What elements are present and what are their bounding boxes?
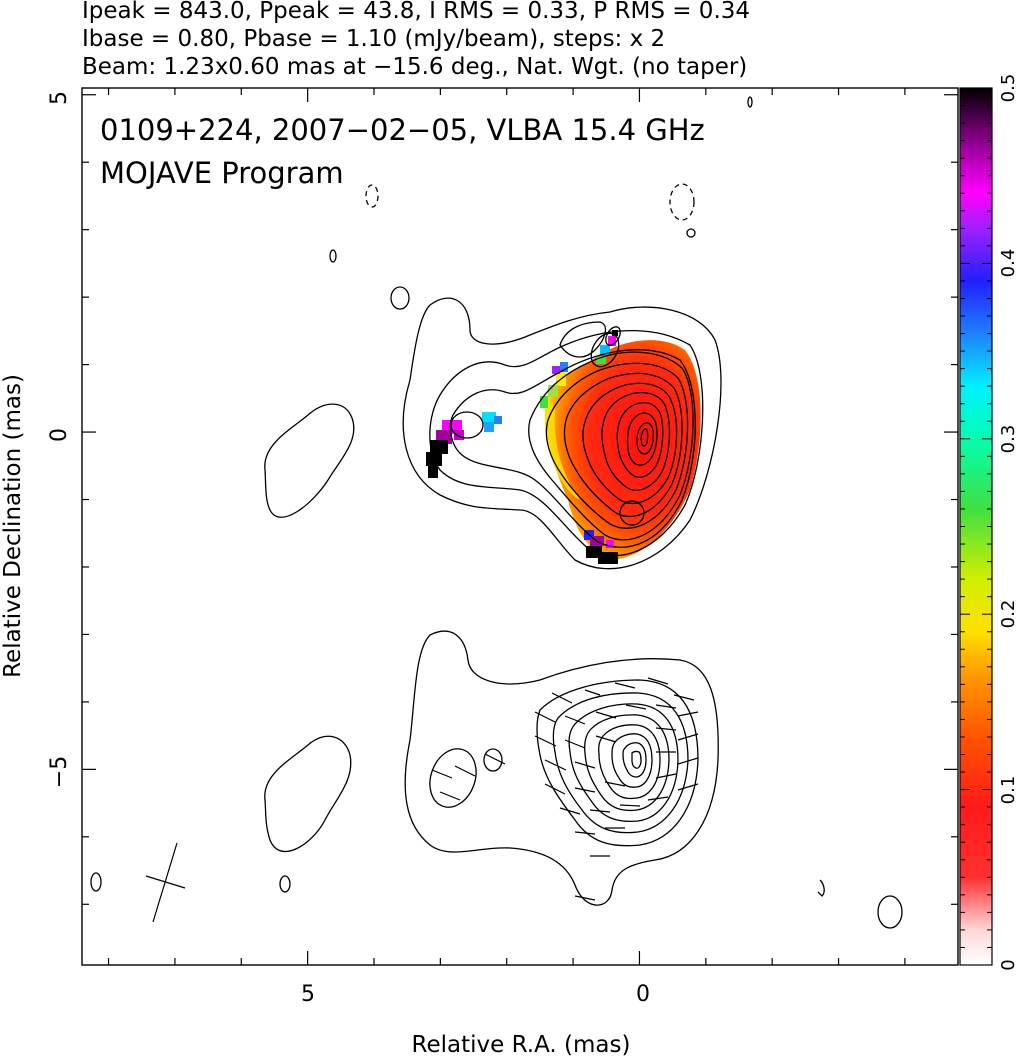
x-tick-label-5: 5 bbox=[301, 982, 315, 1007]
colorbar-label-0.1: 0.1 bbox=[998, 776, 1019, 805]
colorbar-label-0: 0 bbox=[998, 959, 1019, 970]
colorbar-label-0.5: 0.5 bbox=[998, 74, 1019, 103]
colorbar-label-0.4: 0.4 bbox=[998, 249, 1019, 278]
header-line-2: Ibase = 0.80, Pbase = 1.10 (mJy/beam), s… bbox=[82, 26, 665, 52]
x-axis-title: Relative R.A. (mas) bbox=[412, 1032, 631, 1058]
axis-ticks bbox=[82, 88, 958, 965]
beam-marker bbox=[145, 842, 186, 923]
y-axis-title: Relative Declination (mas) bbox=[0, 374, 26, 678]
colour-map bbox=[426, 330, 701, 564]
y-tick-label-0: 0 bbox=[47, 428, 72, 442]
colorbar-label-0.3: 0.3 bbox=[998, 425, 1019, 454]
evpa-vectors bbox=[431, 677, 699, 901]
overlay-program: MOJAVE Program bbox=[100, 156, 344, 190]
colorbar bbox=[960, 88, 992, 965]
upper-contours bbox=[264, 96, 753, 570]
lower-contours bbox=[90, 630, 903, 929]
plot-frame bbox=[81, 87, 959, 966]
colorbar-label-0.2: 0.2 bbox=[998, 600, 1019, 629]
overlay-title: 0109+224, 2007−02−05, VLBA 15.4 GHz bbox=[100, 113, 705, 147]
plot-area bbox=[90, 96, 903, 929]
header-line-1: Ipeak = 843.0, Ppeak = 43.8, I RMS = 0.3… bbox=[82, 0, 750, 24]
colorbar-ticks bbox=[960, 87, 992, 966]
x-tick-label-0: 0 bbox=[636, 982, 650, 1007]
y-tick-label-minus5: −5 bbox=[47, 756, 72, 788]
header-line-3: Beam: 1.23x0.60 mas at −15.6 deg., Nat. … bbox=[82, 54, 747, 80]
y-tick-label-5: 5 bbox=[47, 91, 72, 105]
